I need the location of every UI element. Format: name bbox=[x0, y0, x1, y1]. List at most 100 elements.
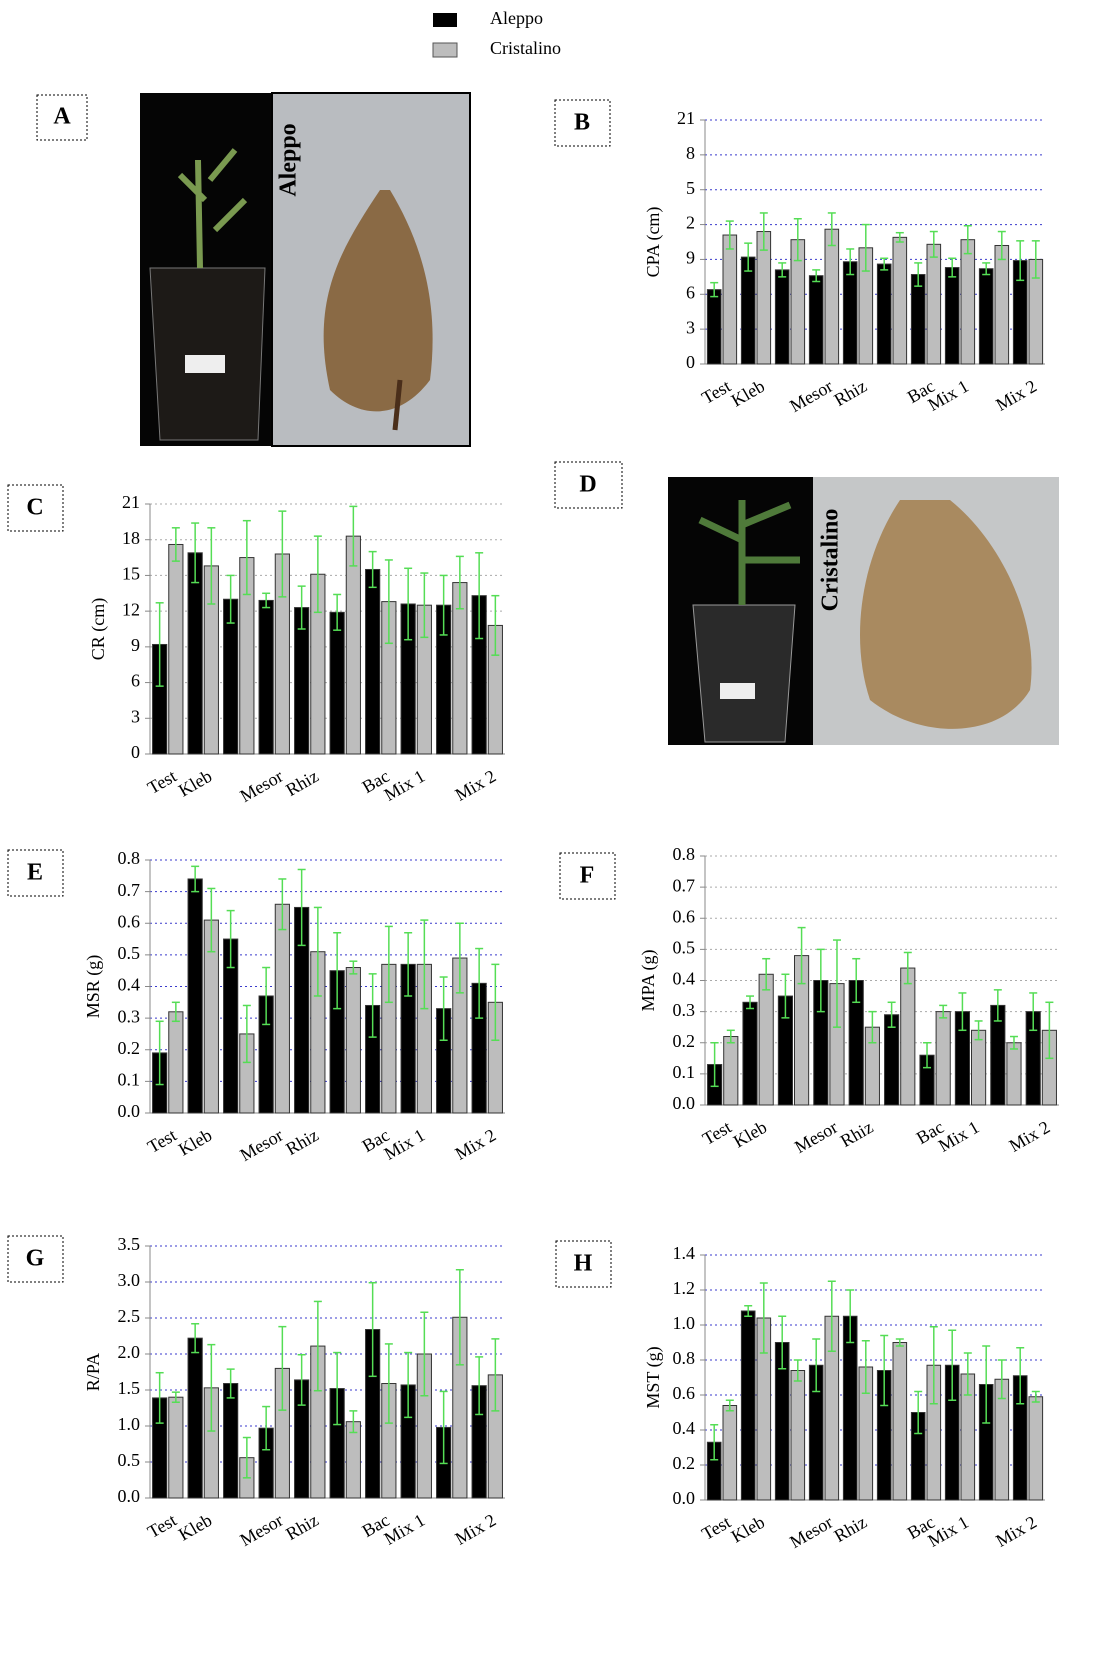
bar bbox=[275, 904, 289, 1113]
panel-label: F bbox=[580, 863, 595, 889]
x-tick-label: Mix 1 bbox=[381, 1125, 429, 1164]
y-tick-label: 0.1 bbox=[673, 1062, 696, 1082]
y-tick-label: 0.2 bbox=[673, 1453, 696, 1473]
y-tick-label: 6 bbox=[686, 282, 695, 302]
bar bbox=[346, 968, 360, 1113]
bar bbox=[759, 974, 773, 1105]
panel-label: C bbox=[26, 495, 43, 521]
y-tick-label: 0.0 bbox=[118, 1101, 141, 1121]
y-tick-label: 0.5 bbox=[118, 1450, 141, 1470]
y-tick-label: 0.8 bbox=[673, 844, 696, 864]
bar bbox=[1029, 1397, 1043, 1500]
y-tick-label: 0.8 bbox=[118, 848, 141, 868]
y-tick-label: 8 bbox=[686, 143, 695, 163]
y-axis-label: CR (cm) bbox=[88, 598, 109, 661]
bar bbox=[188, 1338, 202, 1498]
x-tick-label: Mix 2 bbox=[992, 1512, 1040, 1551]
x-tick-label: Mesor bbox=[791, 1117, 841, 1157]
y-tick-label: 0.8 bbox=[673, 1348, 696, 1368]
y-tick-label: 0.4 bbox=[118, 975, 141, 995]
y-axis-label: MST (g) bbox=[643, 1346, 664, 1408]
x-tick-label: Mix 1 bbox=[935, 1117, 983, 1156]
y-tick-label: 0.0 bbox=[673, 1488, 696, 1508]
y-tick-label: 1.2 bbox=[673, 1278, 696, 1298]
y-tick-label: 0.4 bbox=[673, 969, 696, 989]
y-tick-label: 0 bbox=[686, 352, 695, 372]
bar bbox=[743, 1002, 757, 1105]
bar bbox=[911, 275, 925, 364]
x-tick-label: Mix 2 bbox=[452, 1125, 500, 1164]
panel-label: A bbox=[53, 104, 71, 130]
x-tick-label: Test bbox=[144, 766, 180, 798]
x-tick-label: Mesor bbox=[236, 1125, 286, 1165]
bar bbox=[843, 262, 857, 364]
bar bbox=[330, 612, 344, 754]
panel-label: E bbox=[27, 860, 43, 886]
legend-label: Cristalino bbox=[490, 38, 561, 58]
x-tick-label: Rhiz bbox=[282, 766, 321, 800]
x-tick-label: Mesor bbox=[786, 1512, 836, 1552]
y-tick-label: 1.4 bbox=[673, 1243, 696, 1263]
x-tick-label: Mesor bbox=[786, 376, 836, 416]
bar bbox=[843, 1316, 857, 1500]
bar bbox=[169, 1012, 183, 1113]
x-tick-label: Mix 2 bbox=[452, 766, 500, 805]
x-tick-label: Mix 2 bbox=[992, 376, 1040, 415]
bar bbox=[259, 600, 273, 754]
y-tick-label: 9 bbox=[686, 248, 695, 268]
photo-label: Cristalino bbox=[818, 509, 844, 612]
y-tick-label: 3.5 bbox=[118, 1234, 141, 1254]
y-tick-label: 0.4 bbox=[673, 1418, 696, 1438]
y-tick-label: 5 bbox=[686, 178, 695, 198]
y-tick-label: 3.0 bbox=[118, 1270, 141, 1290]
x-tick-label: Mesor bbox=[236, 1510, 286, 1550]
bar bbox=[757, 232, 771, 364]
bar bbox=[809, 276, 823, 364]
bar bbox=[945, 268, 959, 364]
bar bbox=[366, 569, 380, 754]
bar bbox=[723, 1406, 737, 1501]
bar bbox=[927, 244, 941, 364]
y-tick-label: 18 bbox=[122, 528, 140, 548]
bar bbox=[723, 235, 737, 364]
bar bbox=[1007, 1043, 1021, 1105]
y-tick-label: 21 bbox=[122, 492, 140, 512]
bar bbox=[741, 257, 755, 364]
y-axis-label: CPA (cm) bbox=[643, 207, 664, 278]
bar bbox=[346, 536, 360, 754]
x-tick-label: Kleb bbox=[728, 376, 768, 411]
y-tick-label: 1.0 bbox=[118, 1414, 141, 1434]
bar bbox=[775, 270, 789, 364]
y-tick-label: 0.5 bbox=[118, 943, 141, 963]
x-tick-label: Kleb bbox=[175, 766, 215, 801]
x-tick-label: Mix 1 bbox=[924, 1512, 972, 1551]
y-tick-label: 1.0 bbox=[673, 1313, 696, 1333]
bar bbox=[961, 240, 975, 364]
legend-swatch bbox=[433, 43, 457, 57]
bar bbox=[893, 237, 907, 364]
x-tick-label: Kleb bbox=[728, 1512, 768, 1547]
x-tick-label: Mix 2 bbox=[1006, 1117, 1054, 1156]
y-axis-label: MSR (g) bbox=[83, 955, 104, 1019]
y-tick-label: 2 bbox=[686, 213, 695, 233]
y-axis-label: MPA (g) bbox=[638, 950, 659, 1012]
x-tick-label: Test bbox=[144, 1125, 180, 1157]
x-tick-label: Mix 1 bbox=[924, 376, 972, 415]
x-tick-label: Mix 1 bbox=[381, 1510, 429, 1549]
panel-label: G bbox=[26, 1246, 45, 1272]
bar bbox=[877, 264, 891, 364]
y-tick-label: 3 bbox=[131, 706, 140, 726]
x-tick-label: Rhiz bbox=[282, 1510, 321, 1544]
y-tick-label: 3 bbox=[686, 317, 695, 337]
bar bbox=[901, 968, 915, 1105]
photo-d bbox=[668, 477, 1059, 745]
x-tick-label: Rhiz bbox=[282, 1125, 321, 1159]
x-tick-label: Mix 2 bbox=[452, 1510, 500, 1549]
bar bbox=[224, 1384, 238, 1498]
y-tick-label: 6 bbox=[131, 671, 140, 691]
bar bbox=[885, 1015, 899, 1105]
bar bbox=[936, 1012, 950, 1105]
bar bbox=[893, 1343, 907, 1501]
y-tick-label: 0.7 bbox=[673, 875, 696, 895]
y-tick-label: 2.5 bbox=[118, 1306, 141, 1326]
